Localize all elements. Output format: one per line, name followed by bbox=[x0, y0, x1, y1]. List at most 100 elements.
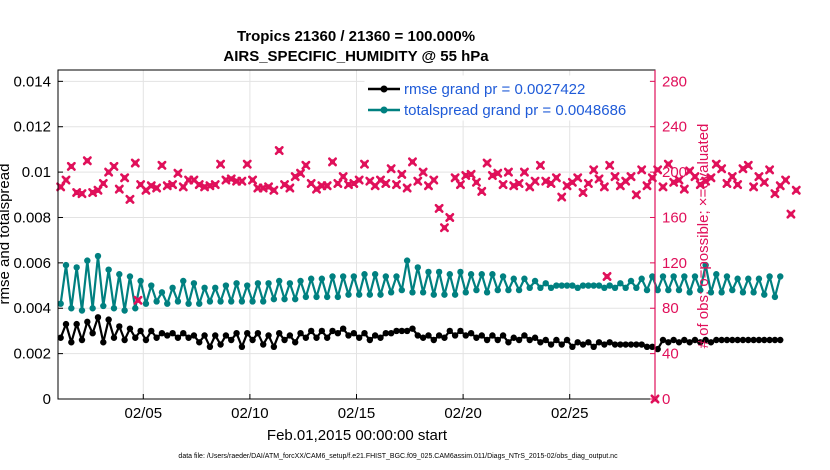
data-point-rmse bbox=[292, 339, 299, 346]
obs-evaluated-marker bbox=[594, 174, 604, 184]
data-point-totalspread bbox=[105, 266, 112, 273]
data-point-totalspread bbox=[270, 295, 278, 303]
obs-dot bbox=[708, 175, 714, 181]
data-point-rmse bbox=[707, 339, 715, 346]
data-point-rmse bbox=[494, 336, 501, 344]
data-point-rmse bbox=[414, 332, 421, 339]
obs-dot bbox=[175, 170, 181, 176]
obs-evaluated-marker bbox=[642, 181, 652, 191]
data-point-rmse bbox=[531, 334, 539, 341]
obs-dot bbox=[692, 174, 698, 180]
obs-dot bbox=[777, 183, 783, 189]
data-point-rmse bbox=[574, 339, 581, 346]
data-point-rmse bbox=[377, 334, 384, 341]
obs-evaluated-marker bbox=[413, 176, 423, 186]
data-point-totalspread bbox=[553, 282, 560, 289]
obs-evaluated-marker bbox=[493, 168, 503, 178]
obs-evaluated-marker bbox=[296, 168, 306, 178]
data-point-rmse bbox=[601, 341, 608, 348]
data-point-totalspread bbox=[201, 284, 208, 292]
obs-dot bbox=[505, 169, 512, 175]
obs-evaluated-marker bbox=[397, 169, 407, 179]
data-point-rmse bbox=[318, 327, 326, 335]
data-point-totalspread bbox=[57, 300, 64, 307]
y-tick-label-right: 200 bbox=[662, 164, 687, 181]
obs-evaluated-marker bbox=[578, 188, 588, 198]
obs-evaluated-marker bbox=[109, 161, 119, 171]
obs-dot bbox=[612, 174, 618, 180]
data-point-rmse bbox=[201, 332, 208, 339]
data-point-rmse bbox=[329, 327, 336, 335]
obs-dot bbox=[687, 168, 693, 174]
data-point-totalspread bbox=[265, 280, 272, 287]
obs-dot bbox=[495, 170, 501, 176]
obs-evaluated-marker bbox=[738, 164, 748, 174]
obs-evaluated-marker bbox=[722, 178, 732, 188]
obs-evaluated-marker bbox=[130, 158, 140, 168]
obs-dot bbox=[180, 184, 186, 190]
data-point-totalspread bbox=[451, 291, 459, 298]
obs-evaluated-marker bbox=[407, 157, 417, 167]
obs-dot bbox=[740, 166, 746, 172]
obs-dot bbox=[63, 177, 69, 183]
data-point-rmse bbox=[57, 334, 64, 341]
obs-dot bbox=[281, 181, 288, 188]
obs-evaluated-marker bbox=[429, 175, 439, 185]
data-point-rmse bbox=[158, 330, 166, 337]
obs-dot bbox=[644, 183, 650, 189]
data-point-totalspread bbox=[771, 293, 779, 301]
obs-dot bbox=[100, 180, 106, 187]
data-point-rmse bbox=[750, 336, 757, 344]
obs-evaluated-marker bbox=[690, 172, 700, 182]
data-point-totalspread bbox=[361, 271, 368, 278]
obs-dot bbox=[761, 179, 767, 185]
data-point-totalspread bbox=[84, 257, 91, 264]
obs-dot bbox=[79, 191, 85, 197]
data-point-rmse bbox=[569, 343, 576, 351]
data-point-totalspread bbox=[462, 289, 469, 296]
data-file-footnote: data file: /Users/raeder/DAI/ATM_forcXX/… bbox=[178, 453, 618, 460]
data-point-totalspread bbox=[116, 271, 123, 278]
legend-label-totalspread: totalspread grand pr = 0.0048686 bbox=[404, 102, 626, 119]
data-point-totalspread bbox=[670, 273, 677, 280]
data-point-rmse bbox=[153, 334, 160, 341]
obs-dot bbox=[409, 159, 416, 165]
data-point-totalspread bbox=[164, 300, 171, 307]
obs-dot bbox=[665, 161, 671, 167]
obs-dot bbox=[537, 162, 543, 168]
data-point-totalspread bbox=[659, 273, 667, 280]
obs-dot bbox=[404, 185, 410, 191]
x-tick-label: 02/25 bbox=[551, 405, 589, 422]
data-point-totalspread bbox=[617, 280, 624, 287]
obs-evaluated-marker bbox=[280, 180, 290, 190]
data-point-totalspread bbox=[206, 298, 214, 305]
y-tick-label-left: 0.008 bbox=[13, 209, 51, 226]
obs-dot bbox=[233, 178, 240, 184]
y-tick-label-right: 0 bbox=[662, 391, 670, 408]
obs-evaluated-marker bbox=[418, 167, 428, 177]
data-point-totalspread bbox=[222, 282, 230, 289]
obs-evaluated-marker bbox=[535, 160, 545, 170]
obs-dot bbox=[697, 181, 703, 188]
obs-dot bbox=[724, 180, 730, 187]
x-axis-label: Feb.01,2015 00:00:00 start bbox=[267, 427, 448, 444]
obs-dot bbox=[324, 183, 330, 189]
data-point-totalspread bbox=[579, 282, 587, 289]
data-point-totalspread bbox=[494, 286, 501, 294]
data-point-rmse bbox=[105, 316, 112, 323]
data-point-rmse bbox=[89, 330, 96, 337]
data-point-rmse bbox=[670, 336, 677, 344]
data-point-totalspread bbox=[425, 268, 432, 276]
obs-dot bbox=[425, 183, 432, 189]
data-point-totalspread bbox=[569, 282, 576, 289]
data-point-totalspread bbox=[681, 273, 688, 280]
data-point-rmse bbox=[739, 336, 747, 344]
obs-dot bbox=[782, 177, 789, 183]
obs-dot bbox=[383, 180, 389, 187]
obs-evaluated-marker bbox=[173, 168, 183, 178]
data-point-rmse bbox=[558, 341, 565, 348]
data-point-totalspread bbox=[734, 275, 741, 282]
data-point-totalspread bbox=[313, 293, 320, 301]
data-point-rmse bbox=[222, 332, 230, 339]
data-point-rmse bbox=[425, 332, 432, 339]
